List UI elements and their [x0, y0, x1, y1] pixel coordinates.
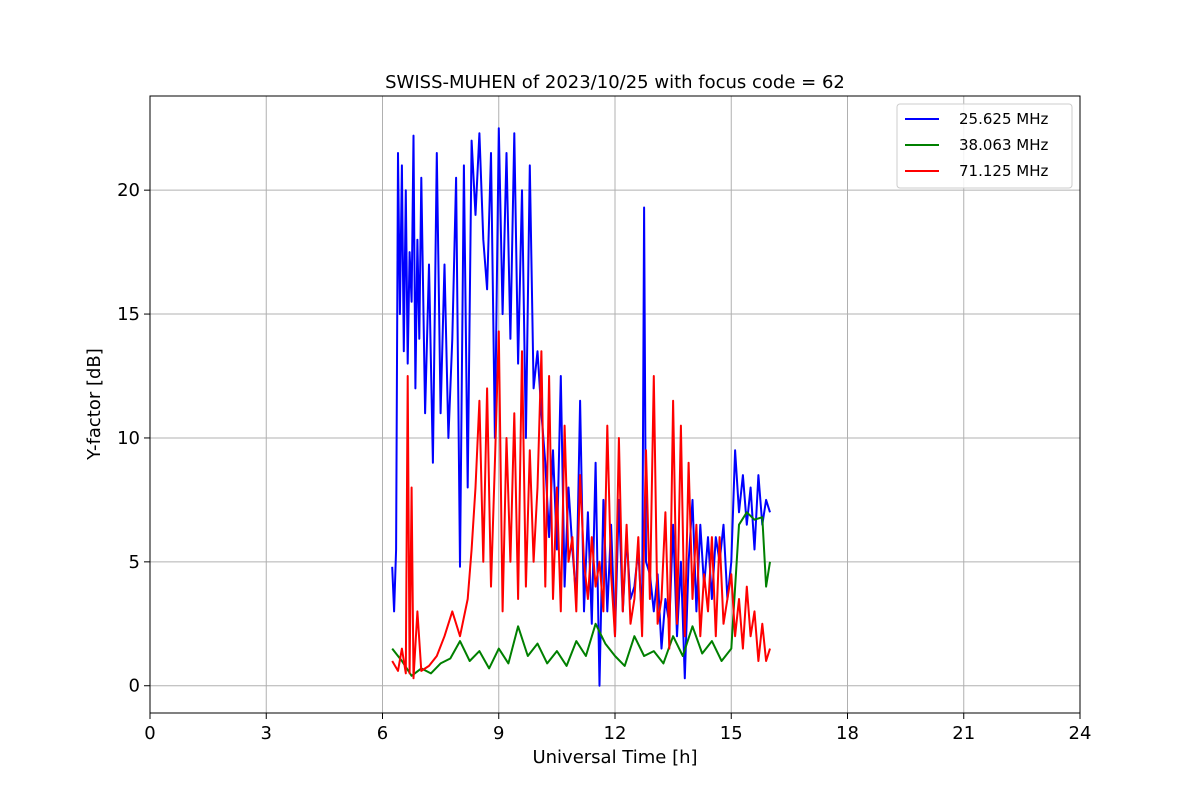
legend: 25.625 MHz 38.063 MHz 71.125 MHz — [896, 103, 1073, 189]
y-axis-label: Y-factor [dB] — [84, 348, 105, 461]
legend-label: 25.625 MHz — [959, 110, 1048, 128]
y-tick-label: 0 — [129, 676, 140, 697]
x-tick-label: 24 — [1069, 723, 1092, 744]
y-tick-label: 20 — [117, 180, 140, 201]
legend-label: 38.063 MHz — [959, 136, 1048, 154]
x-axis-label: Universal Time [h] — [532, 747, 697, 768]
series-line-2 — [391, 511, 771, 677]
plot-frame — [149, 95, 1081, 714]
y-tick-label: 5 — [129, 552, 140, 573]
y-tick-label: 15 — [117, 304, 140, 325]
x-tick-label: 12 — [604, 723, 627, 744]
x-tick-label: 9 — [493, 723, 504, 744]
series-line-3 — [391, 330, 771, 680]
series-line-1 — [391, 127, 771, 687]
plot-area — [391, 127, 771, 687]
legend-box — [896, 103, 1073, 189]
x-axis-ticks: 0 3 6 9 12 15 18 21 24 — [144, 713, 1091, 744]
x-tick-label: 0 — [144, 723, 155, 744]
x-tick-label: 18 — [836, 723, 859, 744]
series-layer — [391, 127, 771, 687]
legend-label: 71.125 MHz — [959, 162, 1048, 180]
x-tick-label: 6 — [377, 723, 388, 744]
x-tick-label: 21 — [952, 723, 975, 744]
y-tick-label: 10 — [117, 428, 140, 449]
y-axis-ticks: 0 5 10 15 20 — [117, 180, 150, 697]
x-tick-label: 15 — [720, 723, 743, 744]
x-tick-label: 3 — [261, 723, 272, 744]
chart-title: SWISS-MUHEN of 2023/10/25 with focus cod… — [385, 72, 845, 93]
